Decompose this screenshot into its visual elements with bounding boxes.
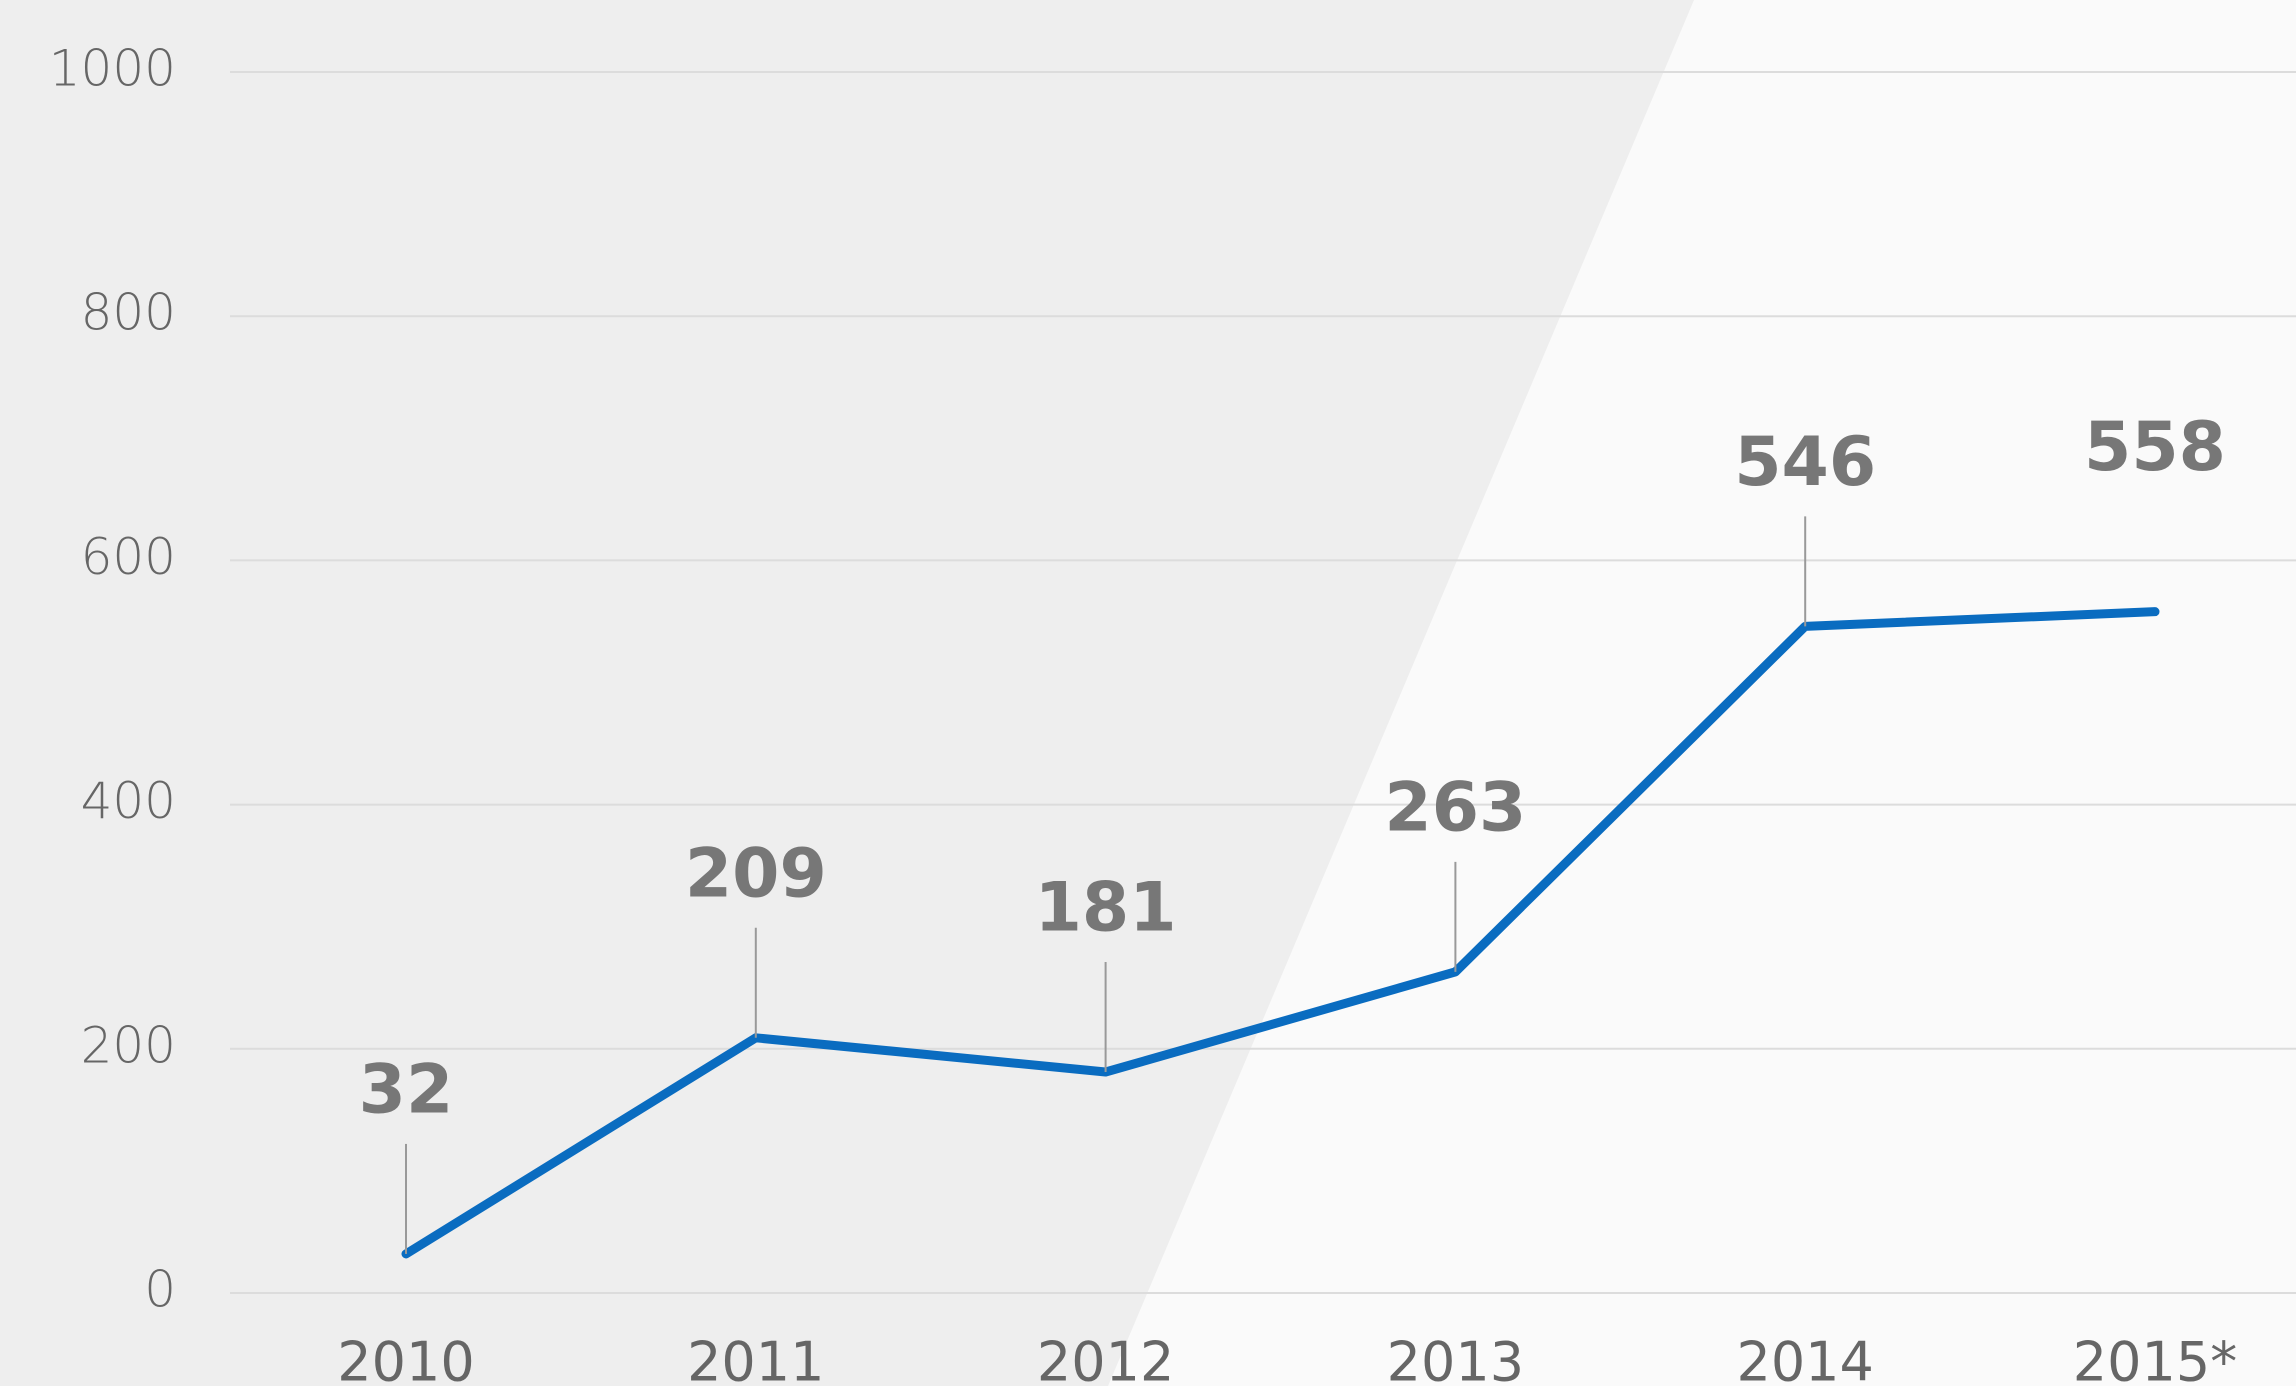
x-tick-label: 2010 xyxy=(337,1331,474,1386)
y-tick-label: 1000 xyxy=(49,40,176,98)
x-tick-label: 2013 xyxy=(1387,1331,1524,1386)
data-label: 546 xyxy=(1734,423,1876,502)
y-tick-label: 0 xyxy=(144,1261,176,1319)
x-tick-label: 2015* xyxy=(2073,1331,2237,1386)
y-tick-label: 800 xyxy=(81,284,176,342)
data-label: 558 xyxy=(2084,408,2226,487)
x-tick-label: 2011 xyxy=(687,1331,824,1386)
data-label: 263 xyxy=(1384,768,1526,847)
data-label: 209 xyxy=(685,834,827,913)
x-tick-label: 2012 xyxy=(1037,1331,1174,1386)
x-tick-label: 2014 xyxy=(1736,1331,1873,1386)
data-label: 181 xyxy=(1035,869,1177,948)
line-series xyxy=(401,607,2160,1259)
y-tick-label: 600 xyxy=(81,528,176,586)
y-tick-label: 200 xyxy=(81,1016,176,1074)
y-tick-label: 400 xyxy=(81,772,176,830)
background-band xyxy=(0,0,1694,1386)
data-label: 32 xyxy=(359,1050,454,1129)
